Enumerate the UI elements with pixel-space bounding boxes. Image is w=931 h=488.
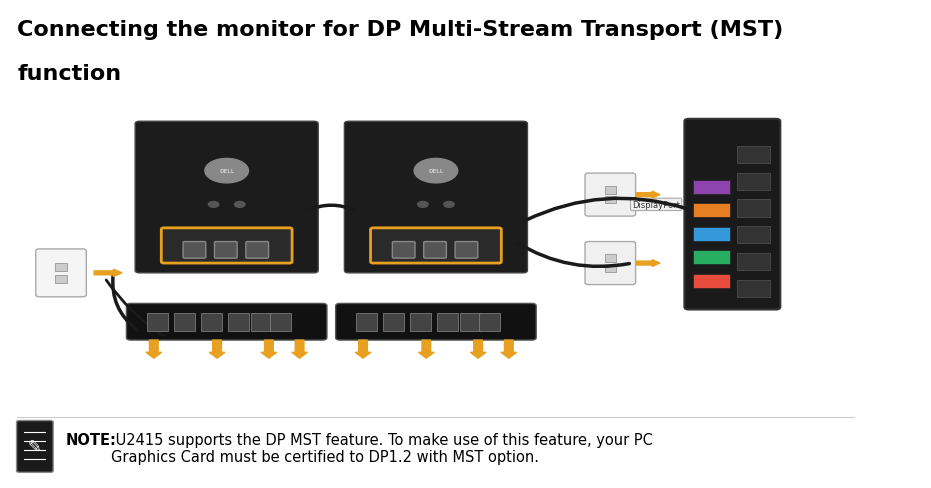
FancyArrow shape	[637, 192, 660, 199]
FancyBboxPatch shape	[17, 421, 53, 472]
FancyBboxPatch shape	[336, 304, 536, 341]
Bar	[55, 275, 67, 283]
FancyBboxPatch shape	[344, 122, 528, 273]
Circle shape	[444, 202, 454, 208]
Circle shape	[414, 159, 458, 183]
Bar	[55, 264, 67, 271]
FancyBboxPatch shape	[585, 242, 636, 285]
Bar	[693, 274, 730, 288]
FancyArrow shape	[261, 341, 277, 358]
FancyBboxPatch shape	[228, 313, 249, 331]
Text: DisplayPort: DisplayPort	[632, 201, 680, 209]
Bar	[693, 204, 730, 218]
FancyBboxPatch shape	[460, 313, 481, 331]
FancyArrow shape	[94, 269, 122, 277]
Text: ✎: ✎	[28, 438, 42, 455]
FancyBboxPatch shape	[246, 242, 268, 259]
Bar	[736, 200, 770, 217]
Circle shape	[235, 202, 245, 208]
FancyBboxPatch shape	[35, 249, 87, 297]
Circle shape	[418, 202, 428, 208]
FancyBboxPatch shape	[250, 313, 272, 331]
Text: Connecting the monitor for DP Multi-Stream Transport (MST): Connecting the monitor for DP Multi-Stre…	[18, 20, 784, 40]
Bar	[605, 186, 615, 194]
FancyBboxPatch shape	[684, 120, 780, 310]
Bar	[605, 255, 615, 263]
FancyArrow shape	[146, 341, 162, 358]
FancyBboxPatch shape	[392, 242, 415, 259]
FancyBboxPatch shape	[174, 313, 195, 331]
Bar	[736, 281, 770, 298]
FancyBboxPatch shape	[411, 313, 431, 331]
FancyBboxPatch shape	[270, 313, 290, 331]
FancyBboxPatch shape	[135, 122, 318, 273]
Bar	[736, 227, 770, 244]
Text: DELL: DELL	[219, 169, 235, 174]
FancyBboxPatch shape	[384, 313, 404, 331]
Bar	[693, 181, 730, 194]
Text: U2415 supports the DP MST feature. To make use of this feature, your PC
Graphics: U2415 supports the DP MST feature. To ma…	[111, 432, 653, 464]
FancyBboxPatch shape	[455, 242, 478, 259]
FancyBboxPatch shape	[371, 228, 501, 264]
FancyBboxPatch shape	[437, 313, 458, 331]
FancyBboxPatch shape	[357, 313, 377, 331]
Bar	[693, 251, 730, 264]
FancyArrow shape	[419, 341, 434, 358]
FancyBboxPatch shape	[183, 242, 206, 259]
FancyArrow shape	[470, 341, 486, 358]
FancyArrow shape	[501, 341, 517, 358]
Circle shape	[209, 202, 219, 208]
FancyBboxPatch shape	[127, 304, 327, 341]
FancyBboxPatch shape	[424, 242, 446, 259]
FancyBboxPatch shape	[214, 242, 237, 259]
FancyArrow shape	[291, 341, 307, 358]
FancyArrow shape	[356, 341, 371, 358]
FancyBboxPatch shape	[585, 174, 636, 217]
FancyBboxPatch shape	[479, 313, 500, 331]
Text: DELL: DELL	[428, 169, 443, 174]
Bar	[605, 196, 615, 204]
Bar	[605, 264, 615, 272]
FancyBboxPatch shape	[201, 313, 222, 331]
FancyBboxPatch shape	[147, 313, 169, 331]
Circle shape	[205, 159, 249, 183]
Bar	[736, 173, 770, 190]
Text: NOTE:: NOTE:	[65, 432, 116, 447]
FancyArrow shape	[637, 260, 660, 267]
Text: function: function	[18, 63, 122, 83]
FancyArrow shape	[209, 341, 225, 358]
Bar	[693, 227, 730, 241]
Bar	[736, 254, 770, 271]
FancyBboxPatch shape	[161, 228, 292, 264]
Bar	[736, 146, 770, 163]
